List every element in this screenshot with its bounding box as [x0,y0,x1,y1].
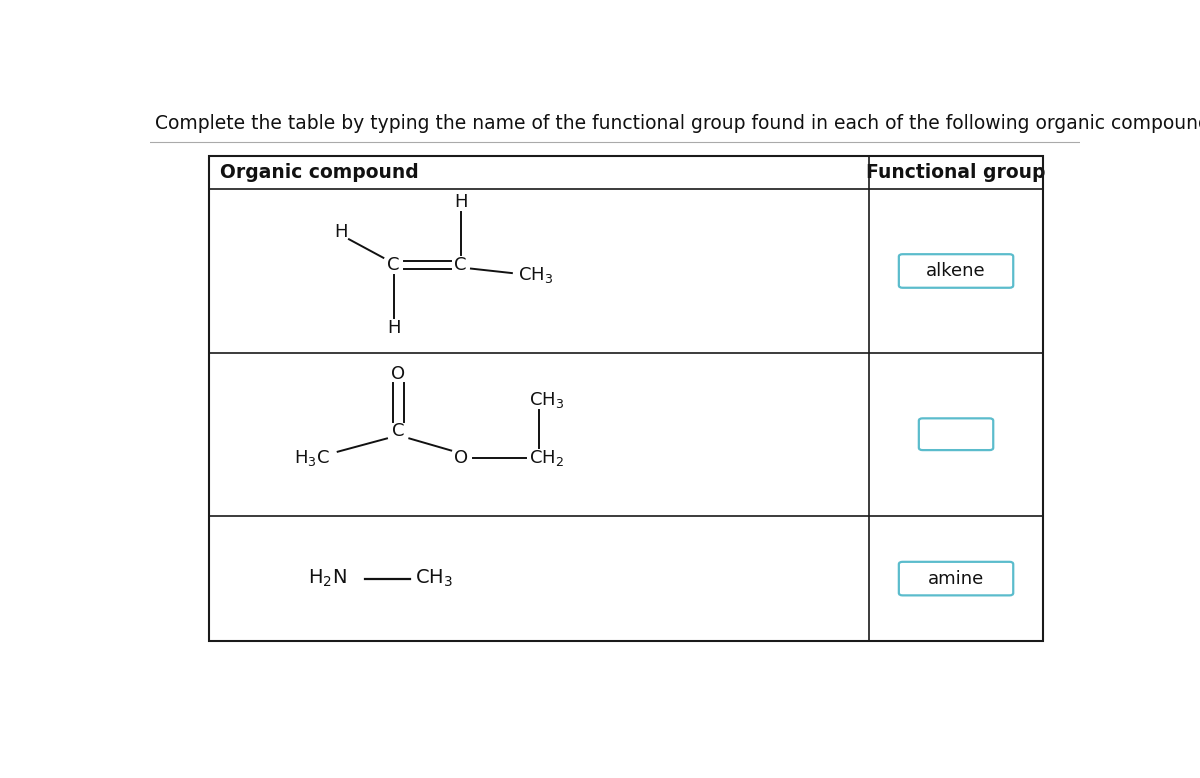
Text: H: H [334,223,347,241]
Text: CH$_3$: CH$_3$ [529,390,564,410]
Text: CH$_2$: CH$_2$ [529,447,564,468]
Text: H$_3$C: H$_3$C [294,447,330,468]
Text: CH$_3$: CH$_3$ [415,568,452,589]
Text: H: H [454,194,468,212]
Text: CH$_3$: CH$_3$ [518,265,553,285]
Text: Complete the table by typing the name of the functional group found in each of t: Complete the table by typing the name of… [155,114,1200,133]
Text: O: O [455,449,468,467]
Text: alkene: alkene [926,262,986,280]
Text: C: C [388,256,400,274]
Text: C: C [455,256,467,274]
Text: O: O [391,365,406,383]
Text: H: H [386,319,401,337]
FancyBboxPatch shape [899,254,1013,288]
FancyBboxPatch shape [899,562,1013,595]
Text: C: C [392,422,404,440]
Bar [209,156,1043,642]
FancyBboxPatch shape [919,419,994,450]
Text: amine: amine [928,569,984,587]
Text: Organic compound: Organic compound [220,163,419,182]
Text: Functional group: Functional group [866,163,1045,182]
Text: H$_2$N: H$_2$N [307,568,347,589]
